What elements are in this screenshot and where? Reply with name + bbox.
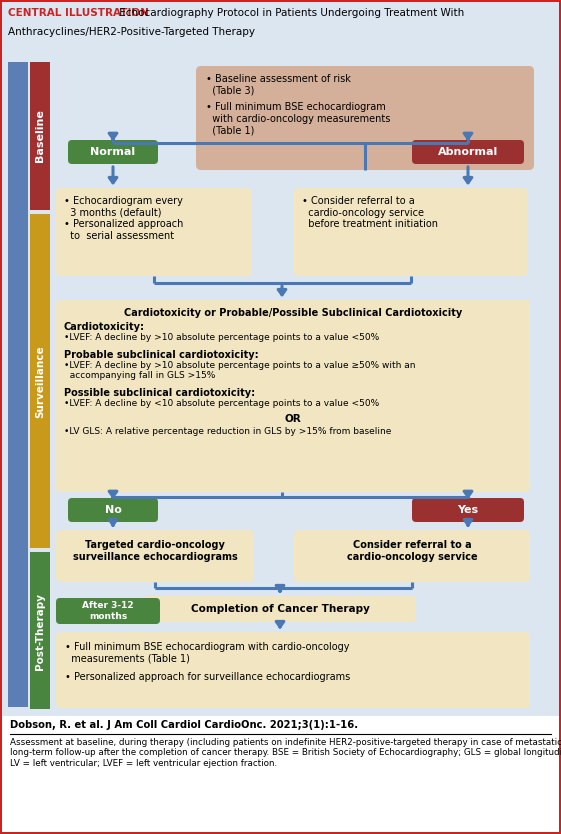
FancyBboxPatch shape [56, 530, 254, 582]
FancyBboxPatch shape [294, 188, 528, 276]
Bar [2, 716, 559, 832]
Text: • Full minimum BSE echocardiogram with cardio-oncology
  measurements (Table 1): • Full minimum BSE echocardiogram with c… [65, 642, 350, 664]
Text: Abnormal: Abnormal [438, 147, 498, 157]
FancyBboxPatch shape [56, 188, 252, 276]
Bar [30, 214, 50, 548]
Text: • Echocardiogram every
  3 months (default)
• Personalized approach
  to  serial: • Echocardiogram every 3 months (default… [64, 196, 183, 241]
Text: Probable subclinical cardiotoxicity:: Probable subclinical cardiotoxicity: [64, 350, 259, 360]
FancyBboxPatch shape [56, 632, 530, 708]
Text: Cardiotoxicity or Probable/Possible Subclinical Cardiotoxicity: Cardiotoxicity or Probable/Possible Subc… [124, 308, 462, 318]
Text: Consider referral to a
cardio-oncology service: Consider referral to a cardio-oncology s… [347, 540, 477, 561]
FancyBboxPatch shape [412, 498, 524, 522]
Text: Surveillance: Surveillance [35, 345, 45, 419]
Bar [2, 54, 559, 716]
FancyBboxPatch shape [412, 140, 524, 164]
FancyBboxPatch shape [294, 530, 530, 582]
Bar [30, 62, 50, 210]
Text: Cardiotoxicity:: Cardiotoxicity: [64, 322, 145, 332]
Text: Yes: Yes [457, 505, 479, 515]
Text: Echocardiography Protocol in Patients Undergoing Treatment With: Echocardiography Protocol in Patients Un… [116, 8, 465, 18]
Text: • Consider referral to a
  cardio-oncology service
  before treatment initiation: • Consider referral to a cardio-oncology… [302, 196, 438, 229]
Bar [8, 62, 28, 707]
Text: Possible subclinical cardiotoxicity:: Possible subclinical cardiotoxicity: [64, 388, 255, 398]
Text: •LVEF: A decline by <10 absolute percentage points to a value <50%: •LVEF: A decline by <10 absolute percent… [64, 399, 379, 408]
Text: • Personalized approach for surveillance echocardiograms: • Personalized approach for surveillance… [65, 672, 350, 682]
Text: Assessment at baseline, during therapy (including patients on indefinite HER2-po: Assessment at baseline, during therapy (… [10, 738, 561, 768]
Text: • Full minimum BSE echocardiogram
  with cardio-oncology measurements
  (Table 1: • Full minimum BSE echocardiogram with c… [206, 102, 390, 135]
FancyBboxPatch shape [56, 598, 160, 624]
Text: •LVEF: A decline by >10 absolute percentage points to a value <50%: •LVEF: A decline by >10 absolute percent… [64, 333, 379, 342]
Text: Dobson, R. et al. J Am Coll Cardiol CardioOnc. 2021;3(1):1-16.: Dobson, R. et al. J Am Coll Cardiol Card… [10, 720, 358, 730]
FancyBboxPatch shape [196, 66, 534, 170]
FancyBboxPatch shape [144, 596, 416, 622]
Bar [30, 552, 50, 709]
Text: Post-Therapy: Post-Therapy [35, 594, 45, 671]
Text: Baseline: Baseline [35, 109, 45, 163]
FancyBboxPatch shape [68, 498, 158, 522]
Text: No: No [104, 505, 121, 515]
Text: Anthracyclines/HER2-Positive-Targeted Therapy: Anthracyclines/HER2-Positive-Targeted Th… [8, 27, 255, 37]
FancyBboxPatch shape [56, 300, 530, 492]
Text: • Baseline assessment of risk
  (Table 3): • Baseline assessment of risk (Table 3) [206, 74, 351, 96]
Text: Completion of Cancer Therapy: Completion of Cancer Therapy [191, 604, 370, 614]
Text: •LVEF: A decline by >10 absolute percentage points to a value ≥50% with an
  acc: •LVEF: A decline by >10 absolute percent… [64, 361, 416, 380]
Text: OR: OR [284, 414, 301, 424]
Text: After 3-12
months: After 3-12 months [82, 601, 134, 620]
Bar [2, 2, 559, 54]
Text: Normal: Normal [90, 147, 136, 157]
Text: •LV GLS: A relative percentage reduction in GLS by >15% from baseline: •LV GLS: A relative percentage reduction… [64, 427, 392, 436]
FancyBboxPatch shape [68, 140, 158, 164]
Text: CENTRAL ILLUSTRATION: CENTRAL ILLUSTRATION [8, 8, 149, 18]
Text: Targeted cardio-oncology
surveillance echocardiograms: Targeted cardio-oncology surveillance ec… [72, 540, 237, 561]
